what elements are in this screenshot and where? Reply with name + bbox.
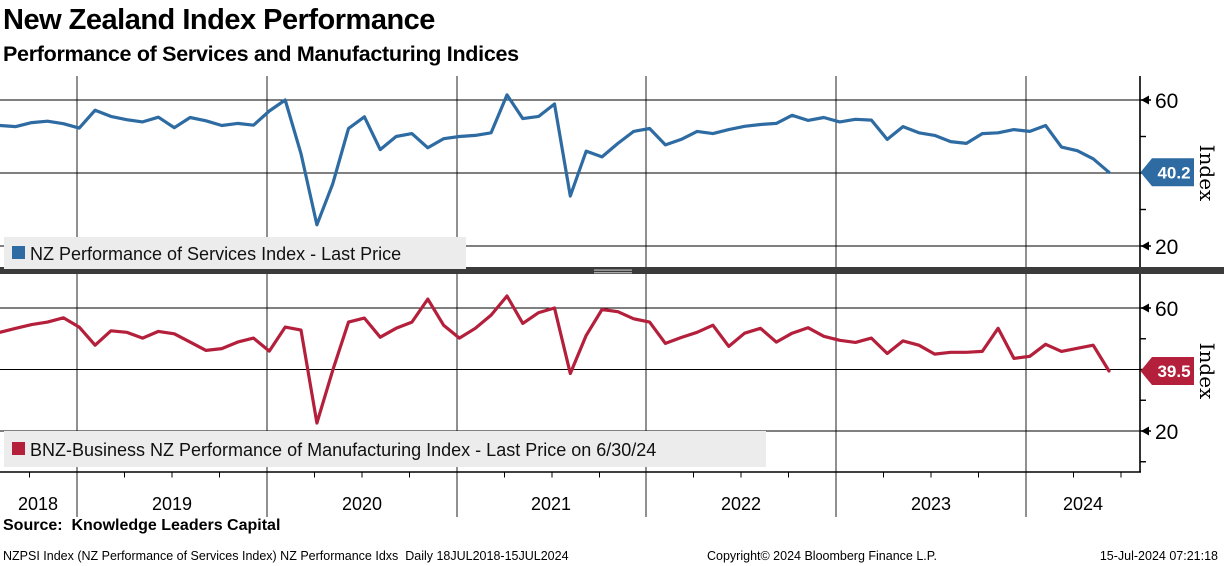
source-line: Source: Knowledge Leaders Capital xyxy=(3,517,281,534)
plot-area-manufacturing[interactable] xyxy=(0,274,1140,472)
y-tick-arrow-icon xyxy=(1141,95,1149,105)
y-tick-arrow-icon xyxy=(1141,426,1149,436)
chart-title: New Zealand Index Performance xyxy=(3,4,435,36)
legend-services[interactable]: NZ Performance of Services Index - Last … xyxy=(4,237,466,269)
ytick-top-20: 20 xyxy=(1155,236,1178,259)
ytick-bottom-60: 60 xyxy=(1155,298,1178,321)
series-layer xyxy=(0,93,1111,425)
manufacturing-index-line xyxy=(0,294,1111,425)
footer-timestamp: 15-Jul-2024 07:21:18 xyxy=(1099,549,1218,563)
manufacturing-legend-label: BNZ-Business NZ Performance of Manufactu… xyxy=(30,440,656,460)
services-last-price-value: 40.2 xyxy=(1157,163,1190,182)
xtick-2018: 2018 xyxy=(17,494,59,514)
services-last-price-badge xyxy=(1140,158,1194,187)
y-tick-arrow-icon xyxy=(1141,303,1149,313)
xtick-2021: 2021 xyxy=(530,494,572,514)
services-legend-label: NZ Performance of Services Index - Last … xyxy=(30,244,401,264)
footer-ticker-info: NZPSI Index (NZ Performance of Services … xyxy=(3,549,569,563)
manufacturing-last-price-badge xyxy=(1140,357,1194,386)
y-tick-arrow-icon xyxy=(1141,241,1149,251)
footer-copyright: Copyright© 2024 Bloomberg Finance L.P. xyxy=(707,549,937,563)
ytick-bottom-20: 20 xyxy=(1155,421,1178,444)
manufacturing-last-price-value: 39.5 xyxy=(1157,362,1190,381)
manufacturing-legend-marker-icon xyxy=(12,442,25,455)
chart-subtitle: Performance of Services and Manufacturin… xyxy=(3,42,519,66)
xtick-2019: 2019 xyxy=(151,494,193,514)
plot-area-services[interactable] xyxy=(0,76,1140,269)
xtick-2020: 2020 xyxy=(341,494,383,514)
xtick-2022: 2022 xyxy=(720,494,762,514)
yaxis-title-top: Index xyxy=(1195,145,1219,202)
ytick-top-60: 60 xyxy=(1155,90,1178,113)
legend-manufacturing[interactable]: BNZ-Business NZ Performance of Manufactu… xyxy=(4,431,766,467)
separator-grip-icon[interactable] xyxy=(594,269,632,274)
services-index-line xyxy=(0,93,1111,227)
badge-layer: 40.2 39.5 xyxy=(1140,158,1194,386)
xtick-2024: 2024 xyxy=(1062,494,1104,514)
xtick-2023: 2023 xyxy=(910,494,952,514)
yaxis-title-bottom: Index xyxy=(1195,343,1219,400)
services-legend-marker-icon xyxy=(12,246,25,259)
